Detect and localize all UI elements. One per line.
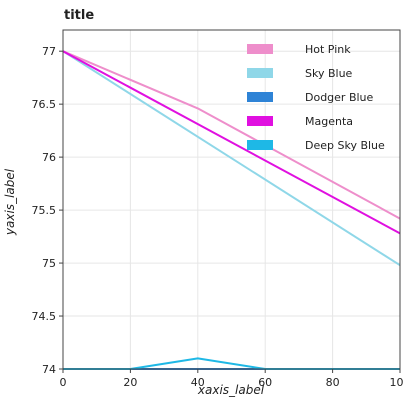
legend-label-sky-blue: Sky Blue <box>305 67 353 80</box>
series-line-deep-sky-blue <box>63 358 400 369</box>
x-tick-label: 100 <box>390 376 404 389</box>
y-tick-label: 75.5 <box>32 204 57 217</box>
legend-swatch-dodger-blue <box>247 92 273 102</box>
y-axis-ticks: 74 74.5 75 75.5 76 76.5 77 <box>32 45 64 376</box>
y-tick-label: 77 <box>42 45 56 58</box>
legend-label-hot-pink: Hot Pink <box>305 43 351 56</box>
legend-swatch-hot-pink <box>247 44 273 54</box>
x-tick-label: 0 <box>60 376 67 389</box>
legend-label-magenta: Magenta <box>305 115 353 128</box>
x-tick-label: 20 <box>123 376 137 389</box>
plot-frame <box>63 30 400 369</box>
legend-swatch-magenta <box>247 116 273 126</box>
y-tick-label: 76.5 <box>32 98 57 111</box>
y-tick-label: 74 <box>42 363 56 376</box>
chart-title: title <box>64 8 94 23</box>
x-tick-label: 80 <box>326 376 340 389</box>
y-tick-label: 76 <box>42 151 56 164</box>
grid-layer <box>63 30 400 369</box>
y-axis-label: yaxis_label <box>3 168 17 236</box>
legend: Hot Pink Sky Blue Dodger Blue Magenta Deep S… <box>247 43 385 152</box>
legend-label-deep-sky-blue: Deep Sky Blue <box>305 139 385 152</box>
y-tick-label: 75 <box>42 257 56 270</box>
y-tick-label: 74.5 <box>32 310 57 323</box>
legend-swatch-sky-blue <box>247 68 273 78</box>
legend-swatch-deep-sky-blue <box>247 140 273 150</box>
series-line-sky-blue <box>63 51 400 265</box>
x-axis-label: xaxis_label <box>197 383 265 397</box>
legend-label-dodger-blue: Dodger Blue <box>305 91 374 104</box>
